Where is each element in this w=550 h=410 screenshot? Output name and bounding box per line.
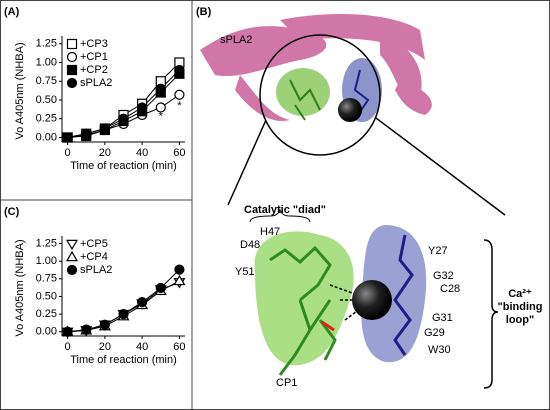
residue-label: H47	[260, 226, 280, 238]
calcium-ion	[338, 98, 362, 122]
marker	[99, 123, 110, 134]
x-tick-label: 40	[136, 147, 148, 159]
x-tick-label: 20	[99, 147, 111, 159]
residue-label: Y51	[235, 266, 255, 278]
x-tick-label: 60	[173, 147, 185, 159]
active-site-surface	[276, 68, 330, 116]
brace	[249, 208, 311, 223]
ribbon	[200, 14, 432, 121]
marker	[62, 326, 73, 337]
residue-label: W30	[428, 344, 451, 356]
loop-label: Ca²⁺	[508, 288, 532, 300]
y-tick-label: 0.00	[36, 326, 57, 338]
legend-label: +CP3	[80, 38, 108, 50]
loop-label: loop"	[506, 314, 534, 326]
legend-marker	[66, 77, 78, 89]
annotation: *	[177, 100, 182, 112]
series-line	[67, 269, 180, 333]
x-tick-label: 40	[136, 341, 148, 353]
y-tick-label: 1.00	[36, 56, 57, 68]
x-tick-label: 60	[173, 341, 185, 353]
loop-label: "binding	[498, 301, 543, 313]
sticks	[308, 299, 337, 361]
panel-label: (C)	[4, 206, 20, 218]
annotation: *	[159, 110, 164, 122]
x-axis-label: Time of reaction (min)	[70, 354, 177, 366]
marker	[174, 264, 185, 275]
legend-marker	[66, 64, 78, 76]
legend-marker	[66, 250, 78, 262]
y-tick-label: 0.75	[36, 273, 57, 285]
sticks	[269, 245, 332, 376]
y-tick-label: 0.25	[36, 308, 57, 320]
sticks	[289, 79, 321, 121]
legend-label: +CP5	[80, 238, 108, 250]
catalytic-label: Catalytic "diad"	[244, 204, 326, 216]
zoom-circle	[259, 34, 381, 156]
zoom-line	[227, 119, 267, 206]
x-tick-label: 0	[65, 341, 71, 353]
y-tick-label: 1.25	[36, 38, 57, 50]
legend-marker	[66, 239, 78, 251]
marker	[155, 282, 166, 294]
y-tick-label: 0.75	[36, 75, 57, 87]
structure-panel: (B) sPLA2 Catalytic "diad" H47 D48 Y51 Y…	[196, 6, 542, 389]
y-tick-label: 0.50	[36, 94, 57, 106]
legend-marker	[66, 38, 78, 50]
legend-label: sPLA2	[80, 77, 112, 89]
marker	[99, 319, 110, 330]
panel-label: (A)	[4, 6, 20, 18]
panel-label: (B)	[196, 6, 212, 18]
calcium-ion	[352, 280, 392, 320]
legend-label: +CP1	[80, 51, 108, 63]
zoom-line	[375, 117, 506, 216]
marker	[118, 113, 129, 124]
marker	[81, 128, 92, 139]
bracket	[483, 239, 499, 389]
x-tick-label: 0	[65, 147, 71, 159]
residue-label: G32	[433, 270, 454, 282]
y-tick-label: 1.00	[36, 255, 57, 267]
marker	[118, 309, 129, 320]
x-axis-label: Time of reaction (min)	[70, 160, 177, 172]
marker	[155, 102, 166, 113]
residue-label: G31	[432, 312, 453, 324]
marker	[62, 132, 73, 143]
residue-label: G29	[424, 327, 445, 339]
y-tick-label: 1.25	[36, 237, 57, 249]
legend-label: sPLA2	[80, 264, 112, 276]
y-tick-label: 0.25	[36, 113, 57, 125]
legend-marker	[66, 51, 78, 63]
protein-label: sPLA2	[220, 34, 252, 46]
residue-label: Y27	[428, 245, 448, 257]
y-tick-label: 0.50	[36, 290, 57, 302]
sticks	[393, 234, 414, 356]
marker	[174, 64, 185, 76]
y-axis-label: Vo A405nm (NHBA)	[14, 42, 26, 139]
loop-surface	[361, 225, 427, 363]
ligand-label: CP1	[276, 377, 297, 389]
marker	[137, 102, 148, 113]
residue-label: C28	[440, 283, 460, 295]
legend-label: +CP4	[80, 251, 108, 263]
x-tick-label: 20	[99, 341, 111, 353]
legend-marker	[66, 264, 78, 276]
sticks	[353, 69, 370, 116]
y-tick-label: 0.00	[36, 131, 57, 143]
marker	[81, 324, 92, 335]
marker	[173, 274, 186, 286]
marker	[155, 83, 166, 94]
residue-label: D48	[240, 239, 260, 251]
marker	[174, 89, 185, 100]
marker	[137, 297, 148, 308]
y-axis-label: Vo A405nm (NHBA)	[14, 239, 26, 336]
legend-label: +CP2	[80, 64, 108, 76]
sticks	[321, 320, 335, 332]
